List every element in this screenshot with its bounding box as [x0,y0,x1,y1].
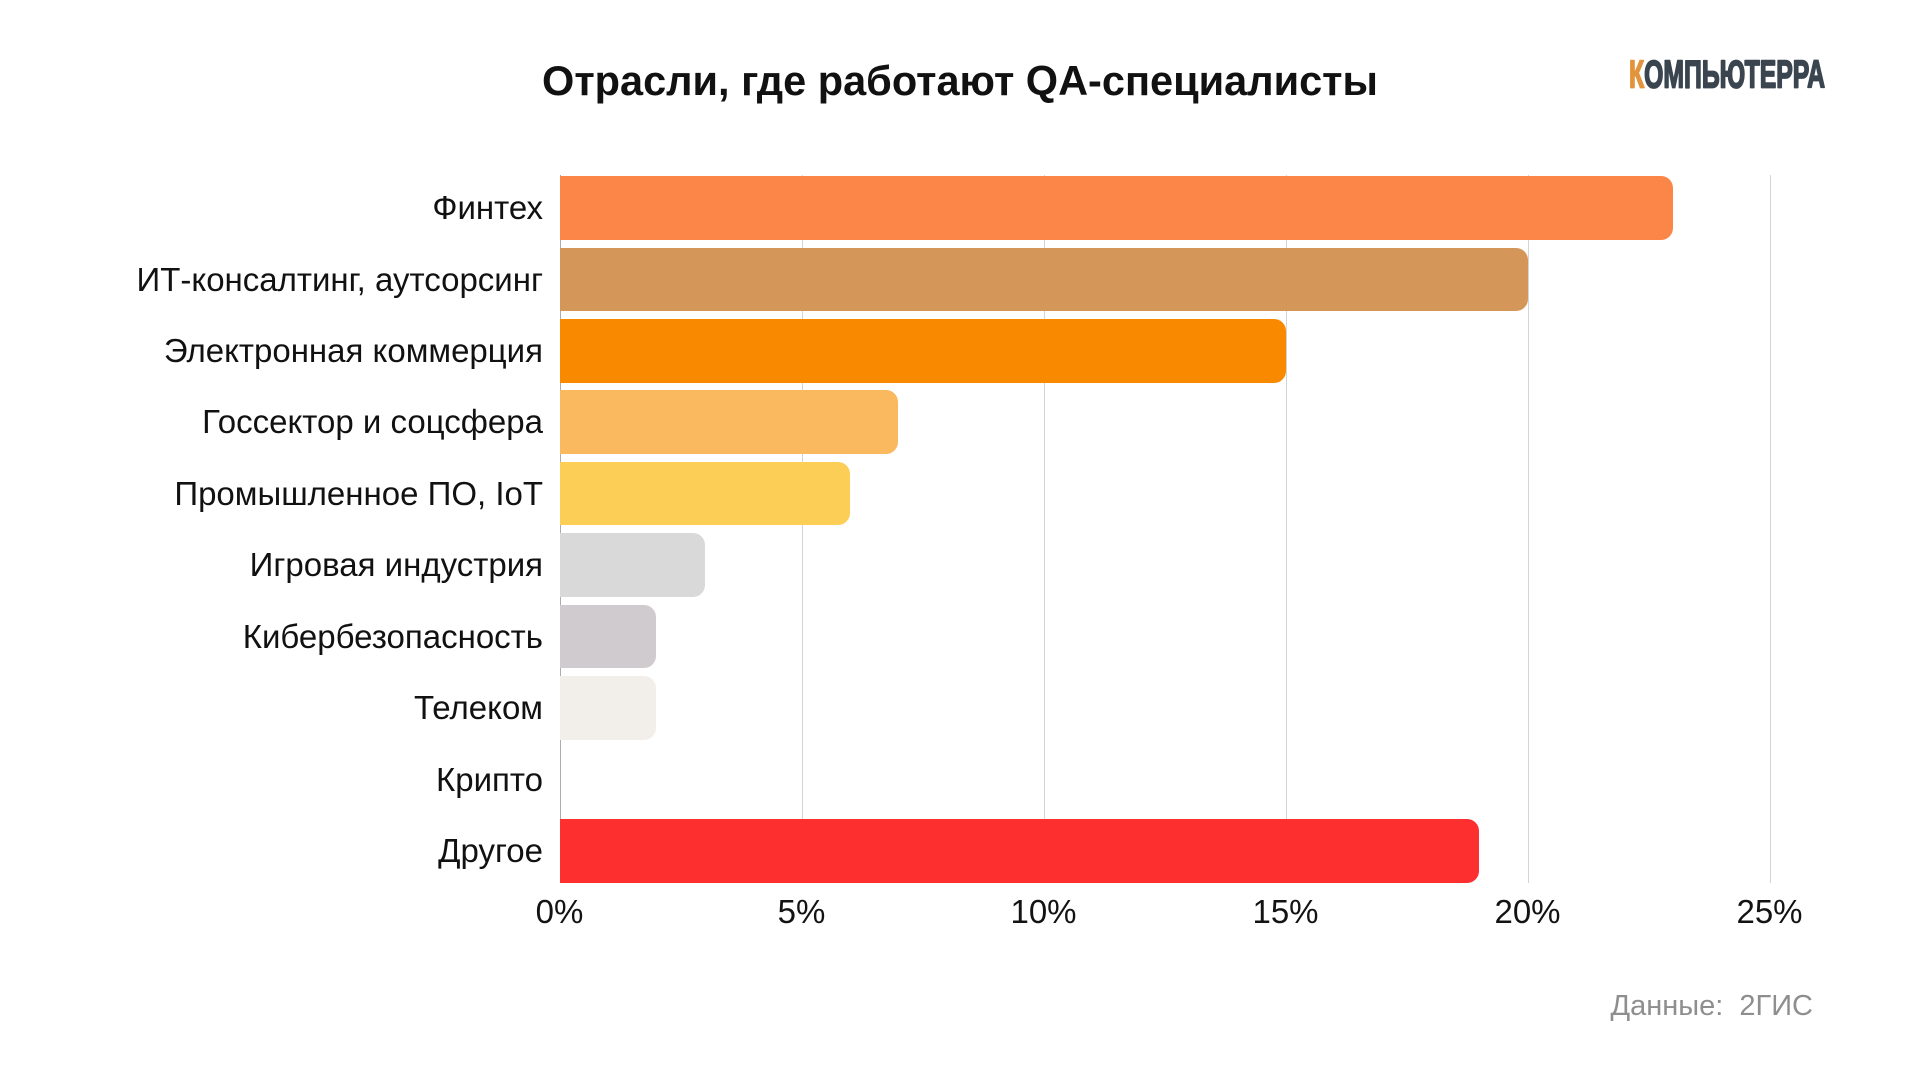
svg-text:КОМПЬЮТЕРРА: КОМПЬЮТЕРРА [1629,58,1825,92]
